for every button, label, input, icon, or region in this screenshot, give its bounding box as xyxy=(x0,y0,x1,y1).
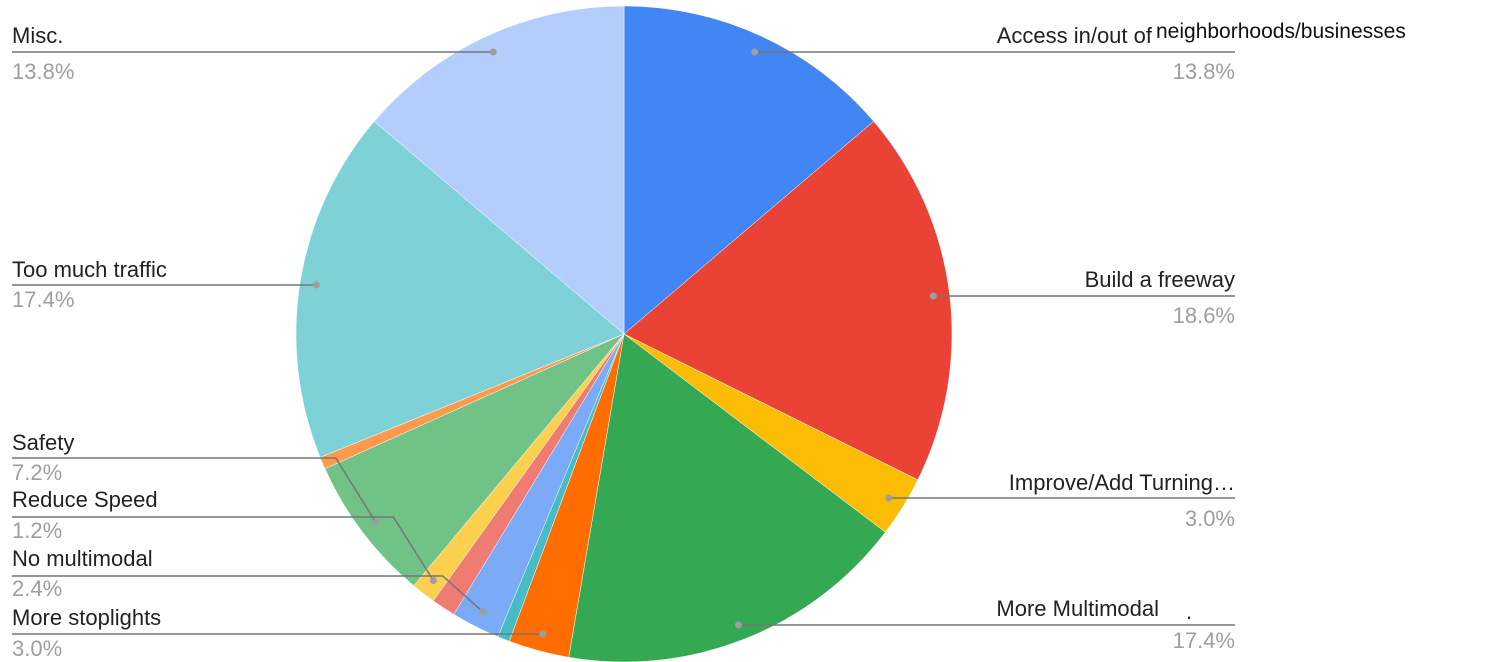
pct-safety: 7.2% xyxy=(12,460,62,485)
leader-dot-6 xyxy=(479,608,487,616)
leader-dot-1 xyxy=(929,292,937,300)
pct-misc: 13.8% xyxy=(12,59,74,84)
leader-dot-9 xyxy=(372,518,380,526)
label-safety: Safety xyxy=(12,430,74,455)
label-no-multimodal: No multimodal xyxy=(12,546,153,571)
label-more-stoplights: More stoplights xyxy=(12,605,161,630)
label-access-extra: neighborhoods/businesses xyxy=(1156,20,1406,43)
leader-lines xyxy=(12,48,1235,638)
leader-dot-12 xyxy=(489,48,497,56)
leader-line-8 xyxy=(12,516,434,581)
label-more-multimodal: More Multimodal xyxy=(996,596,1159,621)
pie-slices xyxy=(295,5,953,662)
pie-slice-11 xyxy=(295,120,625,458)
pct-access: 13.8% xyxy=(1173,59,1235,84)
leader-line-9 xyxy=(12,457,377,523)
leader-dot-11 xyxy=(312,281,320,289)
pct-turning: 3.0% xyxy=(1185,506,1235,531)
pct-freeway: 18.6% xyxy=(1173,303,1235,328)
leader-dot-0 xyxy=(751,48,759,56)
pct-more-multimodal: 17.4% xyxy=(1173,628,1235,653)
pie-slice-9 xyxy=(324,333,625,587)
label-reduce-speed: Reduce Speed xyxy=(12,487,158,512)
label-freeway: Build a freeway xyxy=(1085,267,1235,292)
pct-more-stoplights: 3.0% xyxy=(12,636,62,661)
leader-dot-3 xyxy=(734,621,742,629)
pct-reduce-speed: 1.2% xyxy=(12,518,62,543)
leader-line-6 xyxy=(12,575,484,613)
leader-dot-8 xyxy=(429,576,437,584)
pie-slice-1 xyxy=(623,120,953,481)
label-turning: Improve/Add Turning… xyxy=(1009,470,1235,495)
pie-slice-12 xyxy=(373,5,625,335)
pct-no-multimodal: 2.4% xyxy=(12,576,62,601)
pie-slice-0 xyxy=(623,5,875,335)
label-access: Access in/out of xyxy=(997,23,1153,48)
leader-dot-2 xyxy=(885,494,893,502)
stray-mark: . xyxy=(1186,599,1192,624)
label-too-much-traffic: Too much traffic xyxy=(12,257,167,282)
pct-too-much-traffic: 17.4% xyxy=(12,287,74,312)
label-misc: Misc. xyxy=(12,23,63,48)
leader-dot-4 xyxy=(539,630,547,638)
slice-labels: Access in/out of neighborhoods/businesse… xyxy=(12,20,1406,661)
